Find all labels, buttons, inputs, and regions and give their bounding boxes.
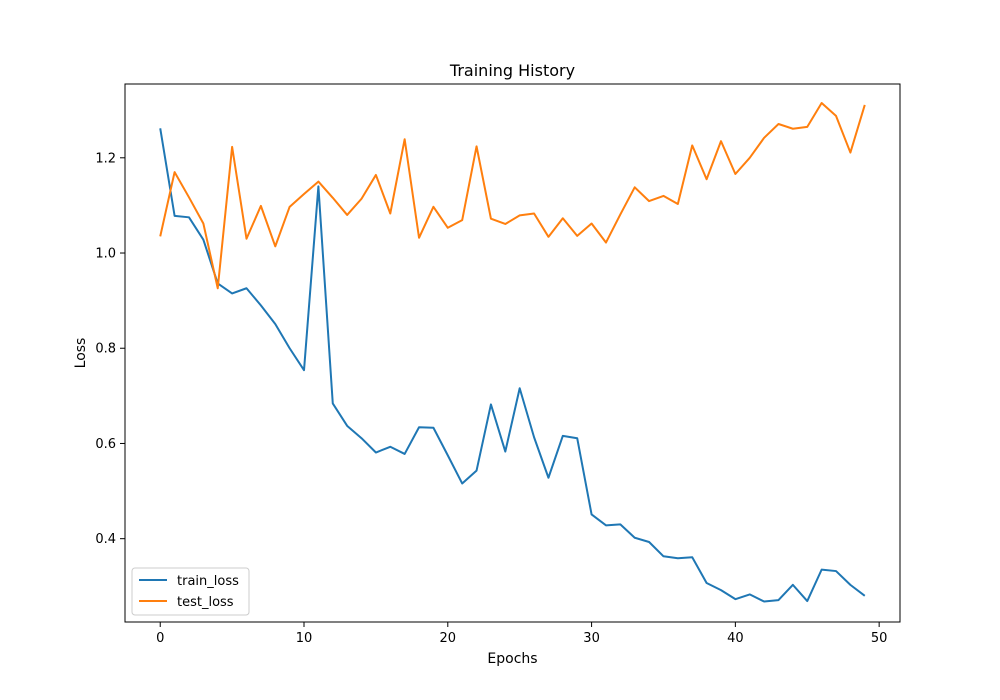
- legend: train_loss test_loss: [131, 567, 250, 616]
- y-tick-label: 0.8: [95, 342, 116, 357]
- legend-label-test-loss: test_loss: [177, 595, 234, 610]
- plot-area: [159, 102, 866, 603]
- y-tick-label: 1.2: [95, 151, 116, 166]
- x-tick-label: 30: [583, 631, 600, 646]
- legend-label-train-loss: train_loss: [177, 574, 239, 589]
- y-tick-label: 0.6: [95, 437, 116, 452]
- x-tick-label: 40: [727, 631, 744, 646]
- series-line-test-loss: [159, 102, 866, 290]
- y-axis-label: Loss: [73, 338, 89, 369]
- x-tick-label: 20: [440, 631, 457, 646]
- x-tick-label: 10: [296, 631, 313, 646]
- chart-title: Training History: [449, 61, 575, 80]
- x-tick-label: 50: [871, 631, 888, 646]
- series-line-train-loss: [159, 128, 866, 603]
- y-axis-ticks: 0.4 0.6 0.8 1.0 1.2: [95, 151, 125, 547]
- y-tick-label: 1.0: [95, 247, 116, 262]
- x-axis-label: Epochs: [487, 651, 537, 667]
- plot-frame: [124, 83, 901, 623]
- x-tick-label: 0: [156, 631, 164, 646]
- x-axis-ticks: 0 10 20 30 40 50: [156, 622, 887, 646]
- y-tick-label: 0.4: [95, 532, 116, 547]
